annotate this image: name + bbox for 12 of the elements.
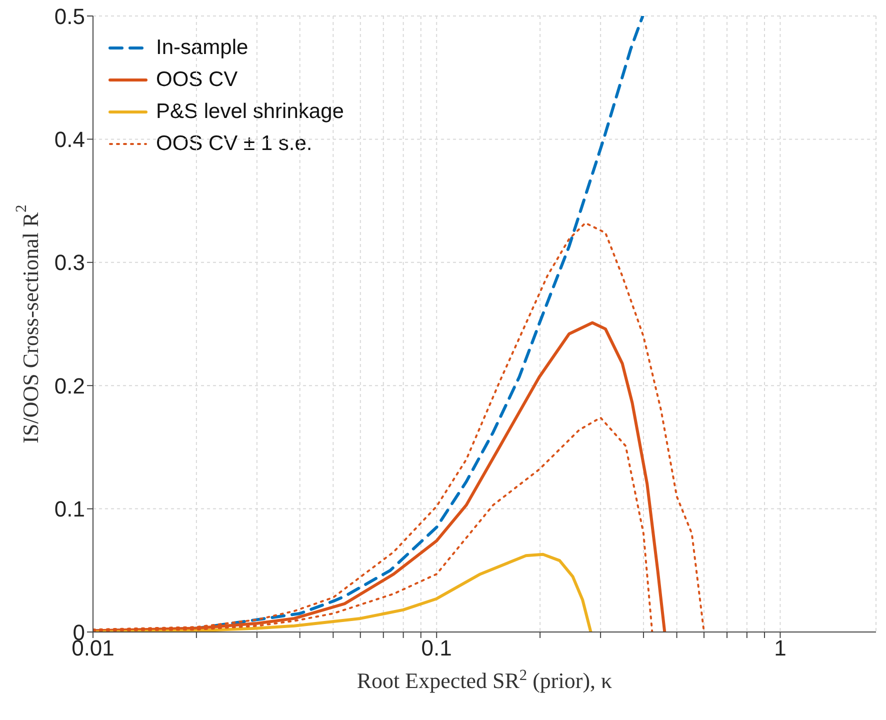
y-tick-label: 0.4 — [54, 127, 85, 152]
legend-label: OOS CV — [156, 67, 238, 93]
y-tick-label: 0.1 — [54, 496, 85, 522]
x-axis-title: Root Expected SR$^{2}$ (prior), κ — [356, 666, 612, 693]
legend-label: OOS CV ± 1 s.e. — [156, 131, 312, 157]
y-tick-label: 0.2 — [54, 373, 85, 398]
legend-label: P&S level shrinkage — [156, 99, 344, 125]
y-tick-label: 0.5 — [54, 4, 85, 29]
legend-label: In-sample — [156, 35, 248, 61]
x-tick-label: 0.1 — [421, 636, 452, 661]
x-tick-label: 1 — [774, 636, 786, 661]
y-tick-label: 0.3 — [54, 250, 85, 276]
